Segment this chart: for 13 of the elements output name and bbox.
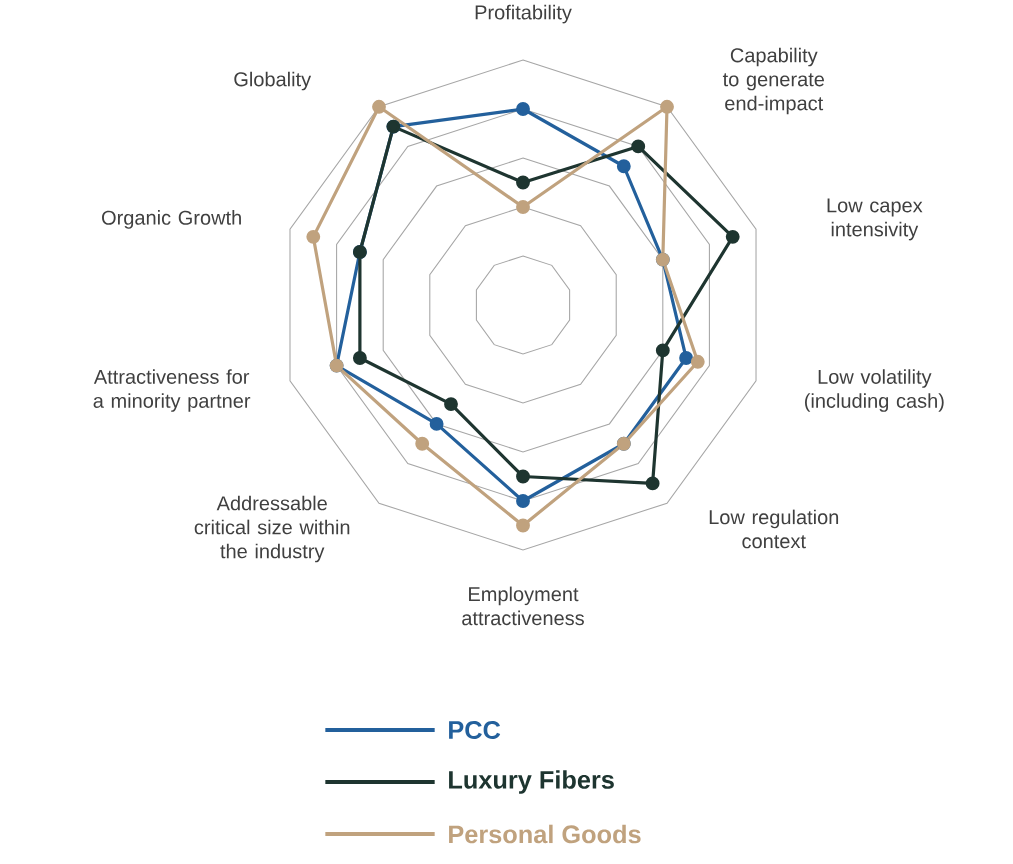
spoke-label: Capability to generate end-impact [722, 47, 825, 115]
spoke-label: Attractiveness for a minority partner [93, 369, 251, 412]
spoke-label: Low regulation context [709, 509, 839, 549]
spoke-label: Low volatility (including cash) [805, 369, 944, 412]
legend-label: Personal Goods [449, 824, 641, 844]
spoke-label: Employment attractiveness [462, 586, 584, 626]
legend-label: Luxury Fibers [449, 770, 614, 794]
legend-label: PCC [449, 721, 501, 739]
spoke-label: Low capex intensivity [827, 198, 923, 241]
spoke-label: Globality [234, 71, 312, 91]
spoke-label: Organic Growth [102, 210, 241, 229]
spoke-label: Profitability [475, 4, 572, 24]
spoke-label: Addressable critical size within the industry [194, 495, 350, 563]
